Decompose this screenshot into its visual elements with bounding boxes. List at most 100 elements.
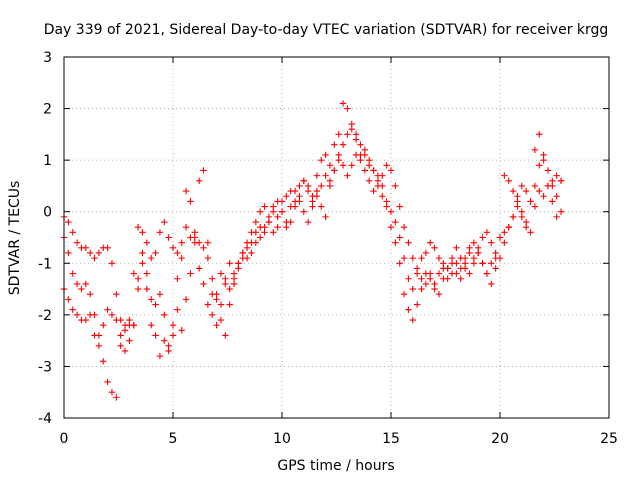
data-point: [252, 218, 260, 226]
data-point: [169, 321, 177, 329]
data-point: [514, 193, 521, 200]
data-point: [195, 239, 203, 246]
data-point: [204, 239, 212, 246]
data-point: [387, 208, 395, 215]
data-point: [169, 332, 177, 339]
data-point: [82, 280, 89, 288]
data-point: [409, 316, 416, 324]
data-point: [405, 275, 412, 282]
data-point: [274, 198, 281, 205]
data-point: [296, 182, 303, 190]
data-point: [540, 156, 547, 164]
x-tick-label: 25: [600, 431, 618, 447]
data-point: [195, 265, 203, 272]
data-point: [553, 172, 560, 179]
data-point: [130, 270, 137, 277]
data-point: [91, 332, 98, 339]
data-point: [488, 239, 495, 246]
data-point: [261, 223, 268, 231]
y-tick-label: -1: [38, 256, 52, 272]
data-point: [95, 249, 103, 257]
data-point: [143, 270, 151, 277]
data-point: [348, 162, 355, 169]
data-point: [278, 208, 286, 215]
data-point: [222, 332, 229, 339]
data-point: [134, 223, 142, 231]
data-point: [222, 275, 229, 282]
data-point: [65, 218, 72, 226]
data-point: [152, 249, 159, 257]
data-point: [296, 198, 303, 205]
data-point: [418, 254, 425, 262]
data-point: [248, 239, 255, 246]
data-point: [379, 172, 386, 179]
y-tick-label: -2: [38, 308, 52, 324]
data-point: [239, 249, 246, 257]
data-point: [483, 270, 491, 277]
data-point: [422, 280, 430, 288]
data-point: [536, 187, 543, 195]
data-point: [195, 177, 203, 184]
data-point: [121, 347, 129, 355]
data-point: [405, 306, 412, 313]
data-point: [405, 239, 412, 246]
data-point: [540, 193, 547, 200]
plot-frame: [63, 56, 610, 419]
x-tick-label: 20: [491, 431, 509, 447]
data-point: [257, 234, 264, 241]
data-point: [200, 280, 207, 288]
x-axis-label: GPS time / hours: [277, 458, 394, 474]
data-point: [557, 177, 565, 184]
data-point: [148, 296, 155, 303]
grid-layer: [64, 57, 609, 418]
series-track-c: [60, 151, 565, 360]
data-point: [174, 249, 181, 257]
data-point: [230, 280, 238, 288]
data-point: [536, 162, 543, 169]
data-point: [113, 394, 120, 401]
data-point: [387, 167, 395, 174]
data-point: [204, 254, 212, 262]
y-tick-label: -3: [38, 359, 52, 375]
data-point: [396, 203, 403, 210]
data-point: [392, 239, 399, 246]
data-point: [143, 285, 151, 293]
series-track-a: [60, 100, 565, 339]
data-point: [549, 198, 556, 205]
data-point: [65, 249, 72, 257]
data-point: [518, 213, 525, 221]
data-point: [392, 182, 399, 190]
data-point: [209, 275, 216, 282]
data-point: [544, 167, 552, 174]
data-point: [335, 131, 342, 138]
data-point: [370, 167, 377, 174]
data-point: [174, 306, 181, 313]
data-point: [86, 291, 94, 298]
data-point: [409, 285, 416, 293]
data-point: [379, 193, 386, 200]
data-point: [265, 213, 273, 221]
data-point: [366, 156, 373, 164]
data-point: [427, 270, 434, 277]
data-point: [78, 285, 85, 293]
data-point: [270, 229, 277, 236]
data-point: [370, 187, 377, 195]
data-point: [248, 249, 255, 257]
data-point: [100, 358, 107, 365]
data-point: [457, 254, 464, 262]
data-point: [86, 249, 94, 257]
data-point: [217, 301, 225, 308]
data-point: [213, 321, 220, 329]
data-point: [448, 260, 456, 267]
data-point: [374, 182, 382, 190]
data-point: [440, 260, 447, 267]
data-point: [440, 275, 447, 282]
data-point: [217, 270, 225, 277]
data-point: [104, 378, 111, 386]
data-point: [165, 234, 172, 241]
data-point: [121, 321, 129, 329]
data-point: [527, 198, 534, 205]
y-tick-label: 0: [43, 205, 52, 221]
data-point: [291, 187, 299, 195]
